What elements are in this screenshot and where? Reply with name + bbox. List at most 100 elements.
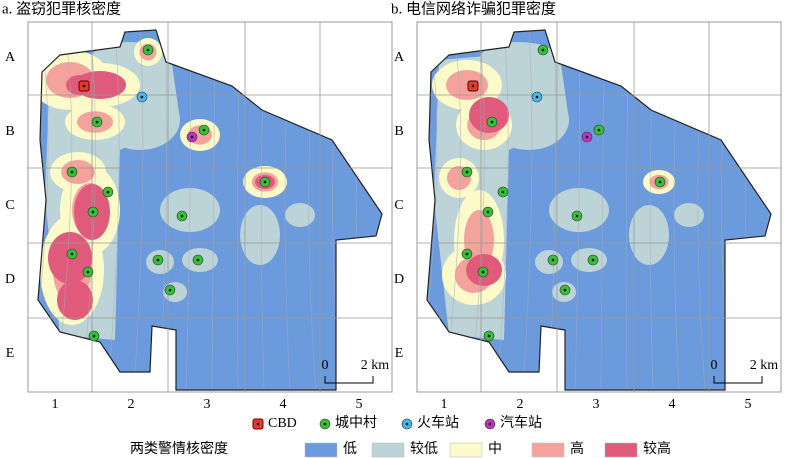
scale-bar	[324, 376, 374, 384]
road	[444, 30, 462, 390]
row-label: E	[395, 346, 404, 361]
poi-dot	[487, 334, 491, 338]
poi-dot	[202, 128, 206, 132]
poi-dot	[551, 258, 555, 262]
map-panel: b. 电信网络诈骗犯罪密度 A B C D E 1 2 3 4 5 0 2 km	[391, 0, 782, 412]
legend-label: 中	[488, 441, 502, 457]
legend-swatch	[449, 442, 483, 458]
row-label: B	[394, 124, 403, 139]
poi-dot	[95, 120, 99, 124]
legend-label: 城中村	[335, 415, 377, 431]
row-label: D	[5, 272, 15, 287]
poi-dot	[563, 288, 567, 292]
legend-title: 两类警情核密度	[130, 440, 228, 457]
column-label: 5	[745, 397, 752, 412]
legend-icon-dot	[256, 422, 260, 426]
poi-dot	[490, 120, 494, 124]
legend-label: 火车站	[417, 414, 459, 431]
density-high	[61, 160, 95, 184]
poi-dot	[465, 252, 469, 256]
poi-dot	[263, 180, 267, 184]
poi-dot	[486, 210, 490, 214]
legend-swatch	[531, 442, 565, 458]
poi-dot	[140, 95, 144, 99]
column-label: 2	[517, 397, 524, 412]
road	[496, 30, 509, 390]
road	[133, 30, 144, 390]
poi-dot	[146, 48, 150, 52]
density-lowish	[240, 205, 280, 265]
road	[55, 30, 73, 390]
map-panel: a. 盗窃犯罪核密度 A B C D E 1 2 3 4 5 0 2 km	[2, 0, 393, 412]
poi-dot	[541, 48, 545, 52]
legend-icon-dot	[323, 422, 327, 426]
legend-swatch	[371, 442, 405, 458]
boundary	[426, 29, 772, 391]
poi-dot	[535, 95, 539, 99]
column-label: 4	[669, 397, 676, 412]
poi-dot	[86, 270, 90, 274]
density-lowish	[674, 203, 704, 227]
column-label: 3	[593, 397, 600, 412]
legend-label: 汽车站	[500, 414, 542, 431]
poi-dot	[92, 334, 96, 338]
row-label: A	[5, 50, 16, 65]
scale-start: 0	[322, 358, 329, 373]
road	[81, 30, 96, 390]
row-label: A	[394, 50, 405, 65]
legend-label: 较低	[410, 441, 438, 457]
poi-dot	[168, 288, 172, 292]
density-top	[469, 97, 509, 133]
scale-start: 0	[711, 358, 718, 373]
legend-label: 高	[570, 440, 584, 457]
row-label: B	[5, 124, 14, 139]
column-label: 3	[204, 397, 211, 412]
density-high	[446, 70, 488, 100]
column-label: 1	[52, 397, 59, 412]
legend-swatch	[304, 442, 338, 458]
poi-dot	[658, 180, 662, 184]
poi-dot	[106, 190, 110, 194]
scale-end: 2 km	[361, 358, 390, 373]
poi-dot	[465, 170, 469, 174]
row-label: C	[5, 198, 14, 213]
scale-end: 2 km	[750, 358, 779, 373]
legend-label: 低	[343, 441, 357, 457]
poi-dot	[196, 258, 200, 262]
column-label: 5	[356, 397, 363, 412]
legend-icon-dot	[405, 422, 409, 426]
density-lowish	[285, 203, 315, 227]
poi-dot	[575, 214, 579, 218]
boundary	[37, 29, 383, 391]
scale-bar	[713, 376, 763, 384]
poi-dot	[471, 84, 475, 88]
legend-swatch	[604, 442, 638, 458]
column-label: 4	[280, 397, 287, 412]
legend-label: CBD	[268, 416, 297, 431]
legend-icon-dot	[488, 422, 492, 426]
road	[522, 30, 533, 390]
panel-title: b. 电信网络诈骗犯罪密度	[391, 0, 556, 17]
poi-dot	[70, 170, 74, 174]
density-lowish	[629, 205, 669, 265]
road	[107, 30, 120, 390]
poi-dot	[597, 128, 601, 132]
poi-dot	[190, 135, 194, 139]
poi-dot	[82, 84, 86, 88]
row-label: E	[6, 346, 15, 361]
poi-dot	[585, 135, 589, 139]
road	[470, 30, 485, 390]
legend-label: 较高	[643, 440, 671, 457]
column-label: 1	[441, 397, 448, 412]
poi-dot	[156, 258, 160, 262]
poi-dot	[501, 190, 505, 194]
poi-dot	[591, 258, 595, 262]
row-label: D	[394, 272, 404, 287]
density-top	[57, 280, 93, 320]
poi-dot	[70, 252, 74, 256]
poi-dot	[481, 270, 485, 274]
row-label: C	[394, 198, 403, 213]
poi-dot	[180, 214, 184, 218]
